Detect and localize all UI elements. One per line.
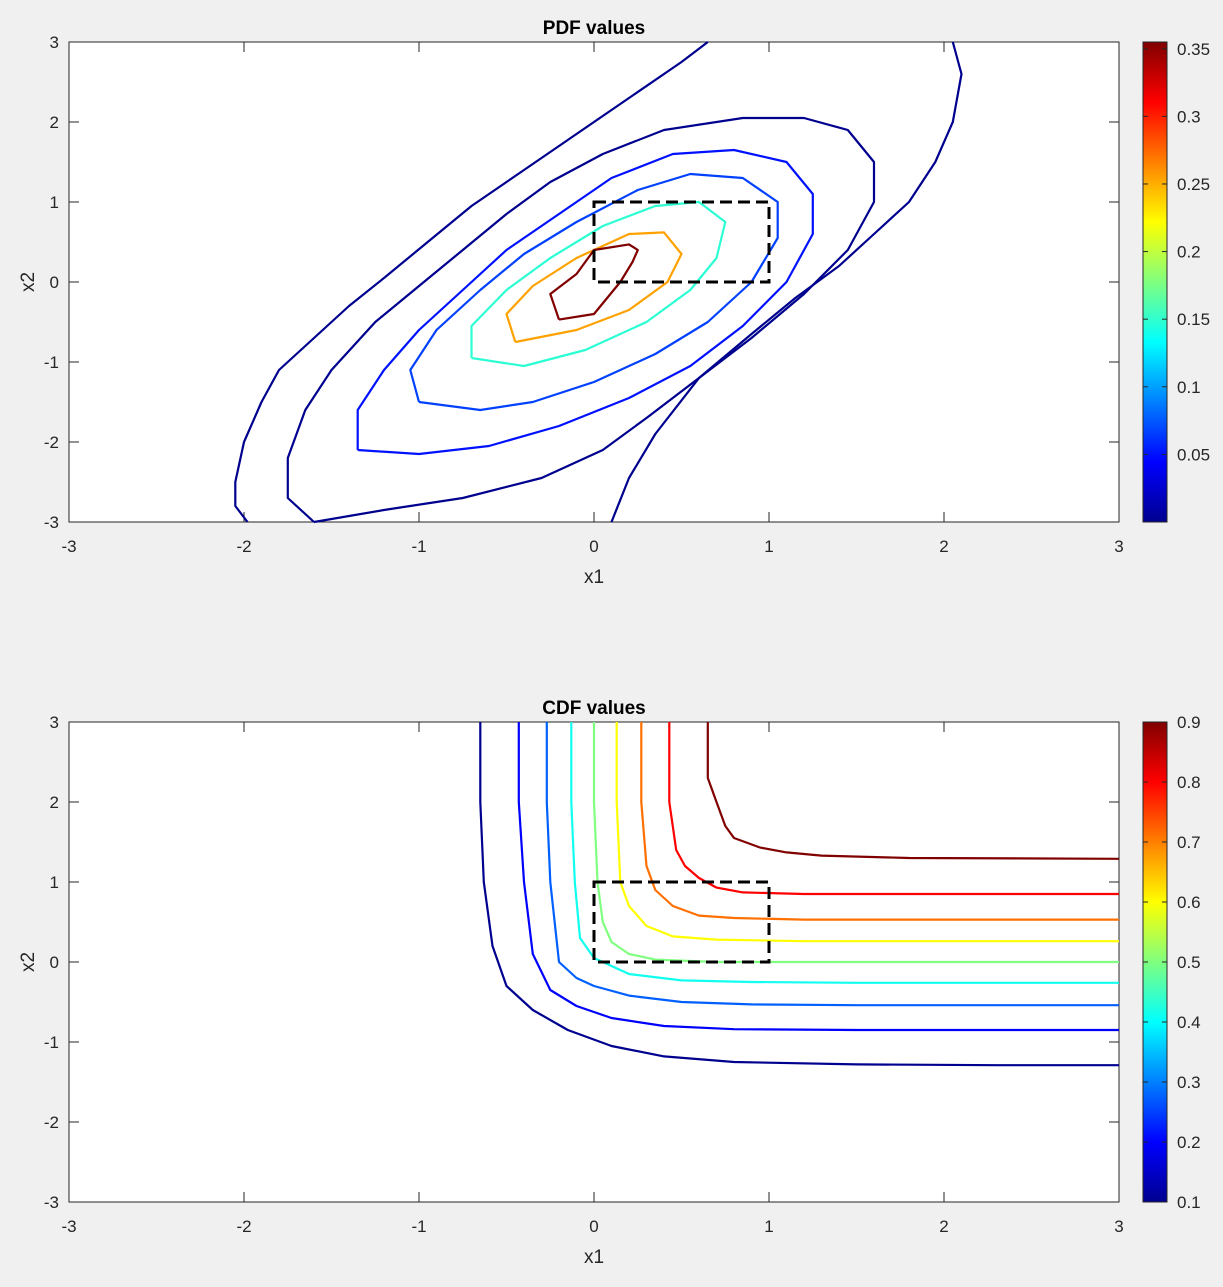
y-tick-label: 2 xyxy=(50,793,59,812)
x-tick-label: 0 xyxy=(589,537,598,556)
colorbar-tick-label: 0.5 xyxy=(1177,953,1201,972)
colorbar-tick-label: 0.2 xyxy=(1177,243,1201,262)
contour-line-6 xyxy=(505,231,683,344)
colorbar-tick-label: 0.8 xyxy=(1177,773,1201,792)
colorbar-tick-label: 0.05 xyxy=(1177,445,1210,464)
y-tick-label: 2 xyxy=(50,113,59,132)
colorbar-tick-label: 0.2 xyxy=(1177,1133,1201,1152)
colorbar-tick-label: 0.3 xyxy=(1177,1073,1201,1092)
y-tick-label: 3 xyxy=(50,713,59,732)
pdf-contour-chart: PDF values -3 -2 -1 0 1 2 3 -3 -2 -1 0 1 2 3 x1 x2 0… xyxy=(18,18,1210,588)
x-tick-label: 1 xyxy=(764,1217,773,1236)
contour-line-3 xyxy=(356,148,814,456)
y-tick-label: -2 xyxy=(44,433,59,452)
colorbar-tick-label: 0.4 xyxy=(1177,1013,1201,1032)
colorbar-tick-label: 0.15 xyxy=(1177,310,1210,329)
x-tick-label: -3 xyxy=(61,537,76,556)
x-tick-label: 3 xyxy=(1114,1217,1123,1236)
y-tick-label: -3 xyxy=(44,1193,59,1212)
contour-line-8 xyxy=(706,722,1120,860)
colorbar-tick-label: 0.1 xyxy=(1177,1193,1201,1212)
dashed-rectangle xyxy=(592,880,771,964)
contour-line-5 xyxy=(615,722,1119,943)
x-tick-label: 2 xyxy=(939,537,948,556)
contour-line-1 xyxy=(517,722,1119,1032)
y-axis-label: x2 xyxy=(18,272,39,292)
colorbar-tick-label: 0.35 xyxy=(1177,40,1210,59)
x-tick-label: -1 xyxy=(411,537,426,556)
x-tick-label: 0 xyxy=(589,1217,598,1236)
plot-area xyxy=(68,41,1120,523)
y-tick-label: -3 xyxy=(44,513,59,532)
contour-line-3 xyxy=(570,722,1119,984)
y-tick-label: 3 xyxy=(50,33,59,52)
x-tick-labels: -3 -2 -1 0 1 2 3 xyxy=(61,537,1123,556)
contour-line-0 xyxy=(234,41,709,523)
y-tick-labels: -3 -2 -1 0 1 2 3 xyxy=(44,713,59,1212)
x-tick-label: -2 xyxy=(236,1217,251,1236)
y-axis-label: x2 xyxy=(18,952,39,972)
dashed-rectangle xyxy=(592,200,771,284)
colorbar xyxy=(1142,41,1168,523)
colorbar-tick-label: 0.7 xyxy=(1177,833,1201,852)
colorbar-ticks: 0.1 0.2 0.3 0.4 0.5 0.6 0.7 0.8 0.9 xyxy=(1143,713,1201,1212)
chart-title: PDF values xyxy=(543,18,645,39)
x-tick-labels: -3 -2 -1 0 1 2 3 xyxy=(61,1217,1123,1236)
colorbar-tick-label: 0.1 xyxy=(1177,378,1201,397)
colorbar-tick-label: 0.3 xyxy=(1177,107,1201,126)
y-tick-label: 1 xyxy=(50,873,59,892)
colorbar-tick-label: 0.25 xyxy=(1177,175,1210,194)
y-tick-label: -2 xyxy=(44,1113,59,1132)
y-tick-labels: -3 -2 -1 0 1 2 3 xyxy=(44,33,59,532)
x-axis-label: x1 xyxy=(584,567,604,588)
y-tick-label: 0 xyxy=(50,273,59,292)
x-tick-label: -1 xyxy=(411,1217,426,1236)
x-tick-label: -3 xyxy=(61,1217,76,1236)
contour-line-1 xyxy=(610,41,963,523)
y-tick-label: 0 xyxy=(50,953,59,972)
colorbar-tick-label: 0.6 xyxy=(1177,893,1201,912)
y-tick-label: -1 xyxy=(44,1033,59,1052)
y-tick-label: 1 xyxy=(50,193,59,212)
x-tick-label: 1 xyxy=(764,537,773,556)
x-axis-label: x1 xyxy=(584,1247,604,1268)
cdf-contour-chart: CDF values -3 -2 -1 0 1 2 3 -3 -2 -1 0 1 2 3 x1 x2 0… xyxy=(18,698,1201,1268)
contour-line-0 xyxy=(479,722,1119,1067)
x-tick-label: 2 xyxy=(939,1217,948,1236)
ticks-group xyxy=(68,41,1120,523)
contours-group xyxy=(234,41,963,524)
contour-line-6 xyxy=(640,722,1119,921)
contour-line-2 xyxy=(545,722,1119,1007)
contour-line-7 xyxy=(668,722,1119,896)
chart-title: CDF values xyxy=(542,698,645,719)
contour-line-5 xyxy=(470,200,727,368)
contour-line-7 xyxy=(549,243,639,321)
colorbar-ticks: 0.05 0.1 0.15 0.2 0.25 0.3 0.35 xyxy=(1143,40,1210,464)
x-tick-label: 3 xyxy=(1114,537,1123,556)
x-tick-label: -2 xyxy=(236,537,251,556)
contours-group xyxy=(479,722,1120,1067)
contour-line-2 xyxy=(286,116,876,524)
contour-line-4 xyxy=(409,172,779,412)
y-tick-label: -1 xyxy=(44,353,59,372)
colorbar-tick-label: 0.9 xyxy=(1177,713,1201,732)
